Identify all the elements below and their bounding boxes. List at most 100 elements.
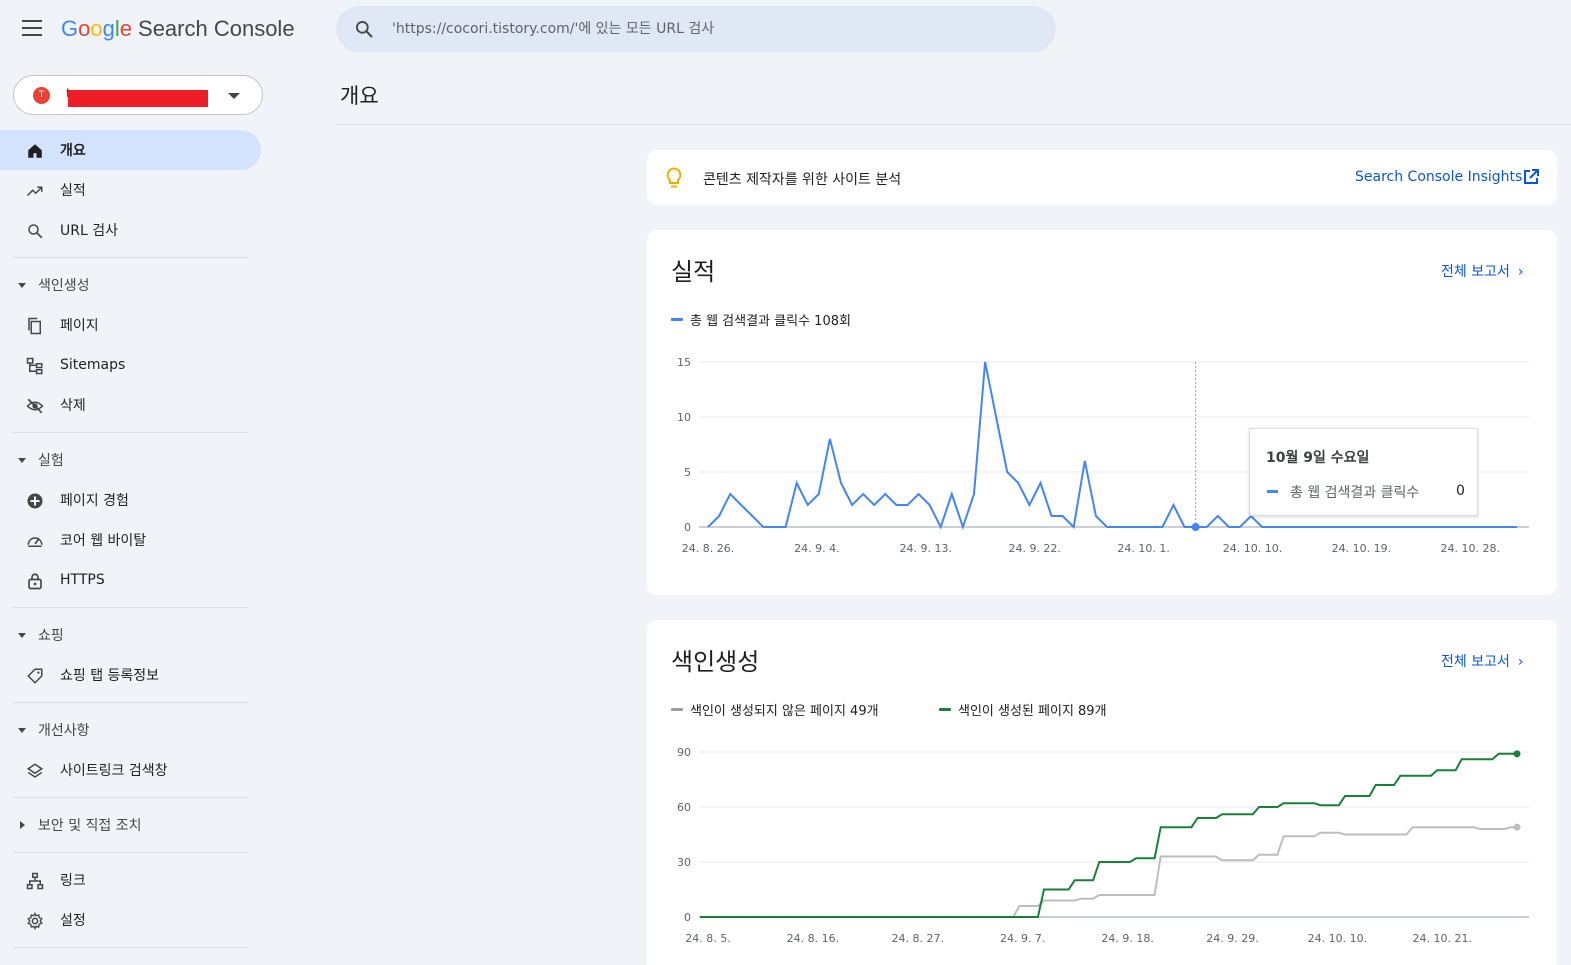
search-input[interactable] — [392, 18, 1032, 40]
sidebar-item-settings[interactable]: 설정 — [0, 900, 262, 940]
sidebar-divider — [13, 947, 248, 948]
indexing-title: 색인생성 — [671, 648, 760, 676]
sidebar-item-label: 실적 — [60, 183, 86, 199]
section-label: 쇼핑 — [38, 628, 64, 644]
chevron-right-icon: › — [1517, 654, 1524, 670]
search-icon — [356, 21, 373, 38]
legend-swatch — [671, 708, 683, 711]
full-report-label: 전체 보고서 — [1441, 654, 1510, 670]
sidebar-divider — [13, 797, 248, 798]
layers-icon — [26, 763, 44, 778]
add-circle-icon — [27, 493, 43, 509]
sidebar-item-core-web-vitals[interactable]: 코어 웹 바이탈 — [0, 520, 262, 560]
insights-link[interactable]: Search Console Insights — [1355, 169, 1523, 185]
legend-swatch — [939, 708, 951, 711]
search-icon — [28, 224, 43, 239]
caret-down-icon — [18, 633, 26, 638]
tooltip-label: 총 웹 검색결과 클릭수 — [1290, 485, 1420, 501]
tooltip-swatch — [1267, 490, 1278, 493]
sidebar-item-sitemaps[interactable]: Sitemaps — [0, 345, 262, 385]
sitemap-icon — [26, 357, 43, 375]
sidebar-item-links[interactable]: 링크 — [0, 860, 262, 900]
sidebar-item-shopping-tab-listings[interactable]: 쇼핑 탭 등록정보 — [0, 655, 262, 695]
sidebar-item-label: 페이지 — [60, 318, 99, 334]
indexing-card: 색인생성 전체 보고서 › 색인이 생성되지 않은 페이지 49개 색인이 생성된… — [647, 620, 1557, 965]
product-name: Search Console — [138, 16, 295, 41]
chart-tooltip: 10월 9일 수요일 총 웹 검색결과 클릭수 0 — [1249, 428, 1478, 516]
menu-icon[interactable] — [22, 20, 42, 36]
section-label: 보안 및 직접 조치 — [38, 818, 142, 834]
logo-letter: l — [114, 16, 120, 41]
links-icon — [26, 872, 44, 890]
logo-letter: g — [102, 16, 115, 41]
indexing-full-report-link[interactable]: 전체 보고서 › — [1441, 651, 1523, 671]
sidebar-item-performance[interactable]: 실적 — [0, 170, 262, 210]
tooltip-title: 10월 9일 수요일 — [1266, 450, 1370, 466]
sidebar-section-security[interactable]: 보안 및 직접 조치 — [0, 805, 262, 845]
sidebar-item-label: URL 검사 — [60, 223, 118, 239]
lightbulb-icon — [666, 167, 682, 188]
lock-icon — [28, 573, 42, 590]
sidebar-item-label: Sitemaps — [60, 357, 126, 373]
section-label: 실험 — [38, 453, 64, 469]
logo-letter: G — [61, 16, 79, 41]
logo-letter: o — [78, 16, 91, 41]
search-console-logo[interactable]: Google Search Console — [61, 16, 295, 42]
performance-full-report-link[interactable]: 전체 보고서 › — [1441, 261, 1523, 281]
gear-icon — [27, 912, 43, 930]
open-in-new-icon[interactable] — [1523, 169, 1539, 185]
sidebar-item-sitelinks-searchbox[interactable]: 사이트링크 검색창 — [0, 750, 262, 790]
indexed-legend[interactable]: 색인이 생성된 페이지 89개 — [939, 700, 1107, 719]
logo-letter: e — [119, 16, 133, 41]
sidebar-item-label: 페이지 경험 — [60, 493, 129, 509]
chevron-down-icon — [228, 93, 240, 99]
not-indexed-legend[interactable]: 색인이 생성되지 않은 페이지 49개 — [671, 700, 879, 719]
sidebar-item-label: 사이트링크 검색창 — [60, 763, 168, 779]
legend-label: 총 웹 검색결과 클릭수 108회 — [690, 314, 851, 329]
insights-text: 콘텐츠 제작자를 위한 사이트 분석 — [703, 172, 902, 188]
sidebar-section-shopping[interactable]: 쇼핑 — [0, 615, 262, 655]
sidebar-item-overview[interactable]: 개요 — [0, 130, 261, 170]
legend-label: 색인이 생성된 페이지 89개 — [958, 704, 1107, 719]
home-icon — [28, 144, 42, 158]
sidebar-section-enhancements[interactable]: 개선사항 — [0, 710, 262, 750]
sidebar-item-https[interactable]: HTTPS — [0, 560, 262, 600]
trending-up-icon — [26, 186, 43, 197]
sidebar-divider — [13, 432, 248, 433]
caret-right-icon — [20, 821, 25, 829]
sidebar-section-experience[interactable]: 실험 — [0, 440, 262, 480]
performance-legend[interactable]: 총 웹 검색결과 클릭수 108회 — [671, 310, 851, 329]
sidebar-item-label: 링크 — [60, 873, 86, 889]
insights-card: 콘텐츠 제작자를 위한 사이트 분석 Search Console Insigh… — [647, 150, 1557, 205]
page-title: 개요 — [340, 84, 379, 108]
redacted-property-name — [68, 90, 208, 107]
performance-title: 실적 — [671, 258, 716, 286]
top-bar: Google Search Console — [0, 0, 1571, 60]
visibility-off-icon — [26, 398, 44, 414]
caret-down-icon — [18, 458, 26, 463]
speed-icon — [27, 537, 43, 547]
tooltip-value: 0 — [1456, 483, 1465, 499]
sidebar-divider — [13, 257, 248, 258]
full-report-label: 전체 보고서 — [1441, 264, 1510, 280]
sidebar-divider — [13, 852, 248, 853]
sidebar-item-label: 쇼핑 탭 등록정보 — [60, 668, 160, 684]
sidebar-section-indexing[interactable]: 색인생성 — [0, 265, 262, 305]
sidebar-item-page-experience[interactable]: 페이지 경험 — [0, 480, 262, 520]
caret-down-icon — [18, 283, 26, 288]
site-favicon-icon: T — [33, 87, 50, 104]
url-inspection-search[interactable] — [336, 6, 1056, 52]
sidebar-item-label: 삭제 — [60, 398, 86, 414]
title-divider — [336, 124, 1571, 125]
sidebar-item-label: 설정 — [60, 913, 86, 929]
sidebar-item-removals[interactable]: 삭제 — [0, 385, 262, 425]
logo-letter: o — [90, 16, 103, 41]
sidebar-item-label: 개요 — [60, 143, 86, 159]
legend-label: 색인이 생성되지 않은 페이지 49개 — [690, 704, 879, 719]
caret-down-icon — [18, 728, 26, 733]
section-label: 색인생성 — [38, 278, 90, 294]
legend-swatch — [671, 318, 683, 321]
tag-icon — [27, 668, 43, 684]
sidebar-item-url-inspection[interactable]: URL 검사 — [0, 210, 262, 250]
sidebar-item-pages[interactable]: 페이지 — [0, 305, 262, 345]
